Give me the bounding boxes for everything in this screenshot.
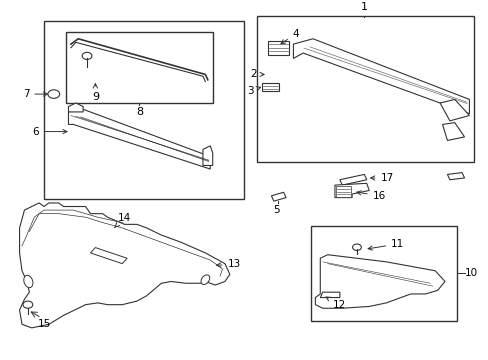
- Polygon shape: [68, 103, 83, 112]
- Text: 12: 12: [325, 297, 346, 310]
- Polygon shape: [447, 172, 464, 180]
- Polygon shape: [315, 255, 444, 308]
- Circle shape: [82, 52, 92, 59]
- Ellipse shape: [24, 275, 33, 288]
- Polygon shape: [442, 123, 464, 140]
- Bar: [66, 32, 212, 103]
- Ellipse shape: [201, 275, 209, 284]
- Polygon shape: [90, 248, 127, 264]
- Text: 9: 9: [92, 84, 99, 102]
- Bar: [310, 226, 456, 321]
- Polygon shape: [320, 292, 339, 297]
- Polygon shape: [339, 174, 366, 185]
- Text: 10: 10: [464, 267, 477, 278]
- Text: 13: 13: [216, 259, 240, 269]
- Text: 17: 17: [370, 173, 393, 183]
- Text: 4: 4: [281, 29, 299, 44]
- Text: 16: 16: [356, 191, 385, 201]
- Text: 6: 6: [32, 127, 67, 136]
- Text: 11: 11: [367, 239, 404, 250]
- Text: 2: 2: [249, 69, 264, 80]
- Circle shape: [352, 244, 361, 251]
- Polygon shape: [203, 146, 212, 166]
- Polygon shape: [267, 41, 288, 55]
- Polygon shape: [439, 99, 468, 121]
- Polygon shape: [261, 84, 278, 90]
- Polygon shape: [293, 39, 468, 114]
- Polygon shape: [271, 192, 285, 201]
- Circle shape: [48, 90, 60, 98]
- Text: 3: 3: [247, 86, 260, 95]
- Text: 1: 1: [360, 2, 367, 12]
- Circle shape: [23, 301, 33, 308]
- Polygon shape: [336, 186, 350, 197]
- Polygon shape: [20, 203, 229, 328]
- Text: 5: 5: [272, 205, 279, 215]
- Polygon shape: [334, 183, 368, 198]
- Polygon shape: [68, 108, 210, 169]
- Text: 14: 14: [115, 213, 131, 228]
- Text: 15: 15: [37, 319, 51, 329]
- Text: 8: 8: [136, 107, 142, 117]
- Bar: [44, 21, 244, 199]
- Bar: [256, 15, 473, 162]
- Text: 7: 7: [22, 89, 47, 99]
